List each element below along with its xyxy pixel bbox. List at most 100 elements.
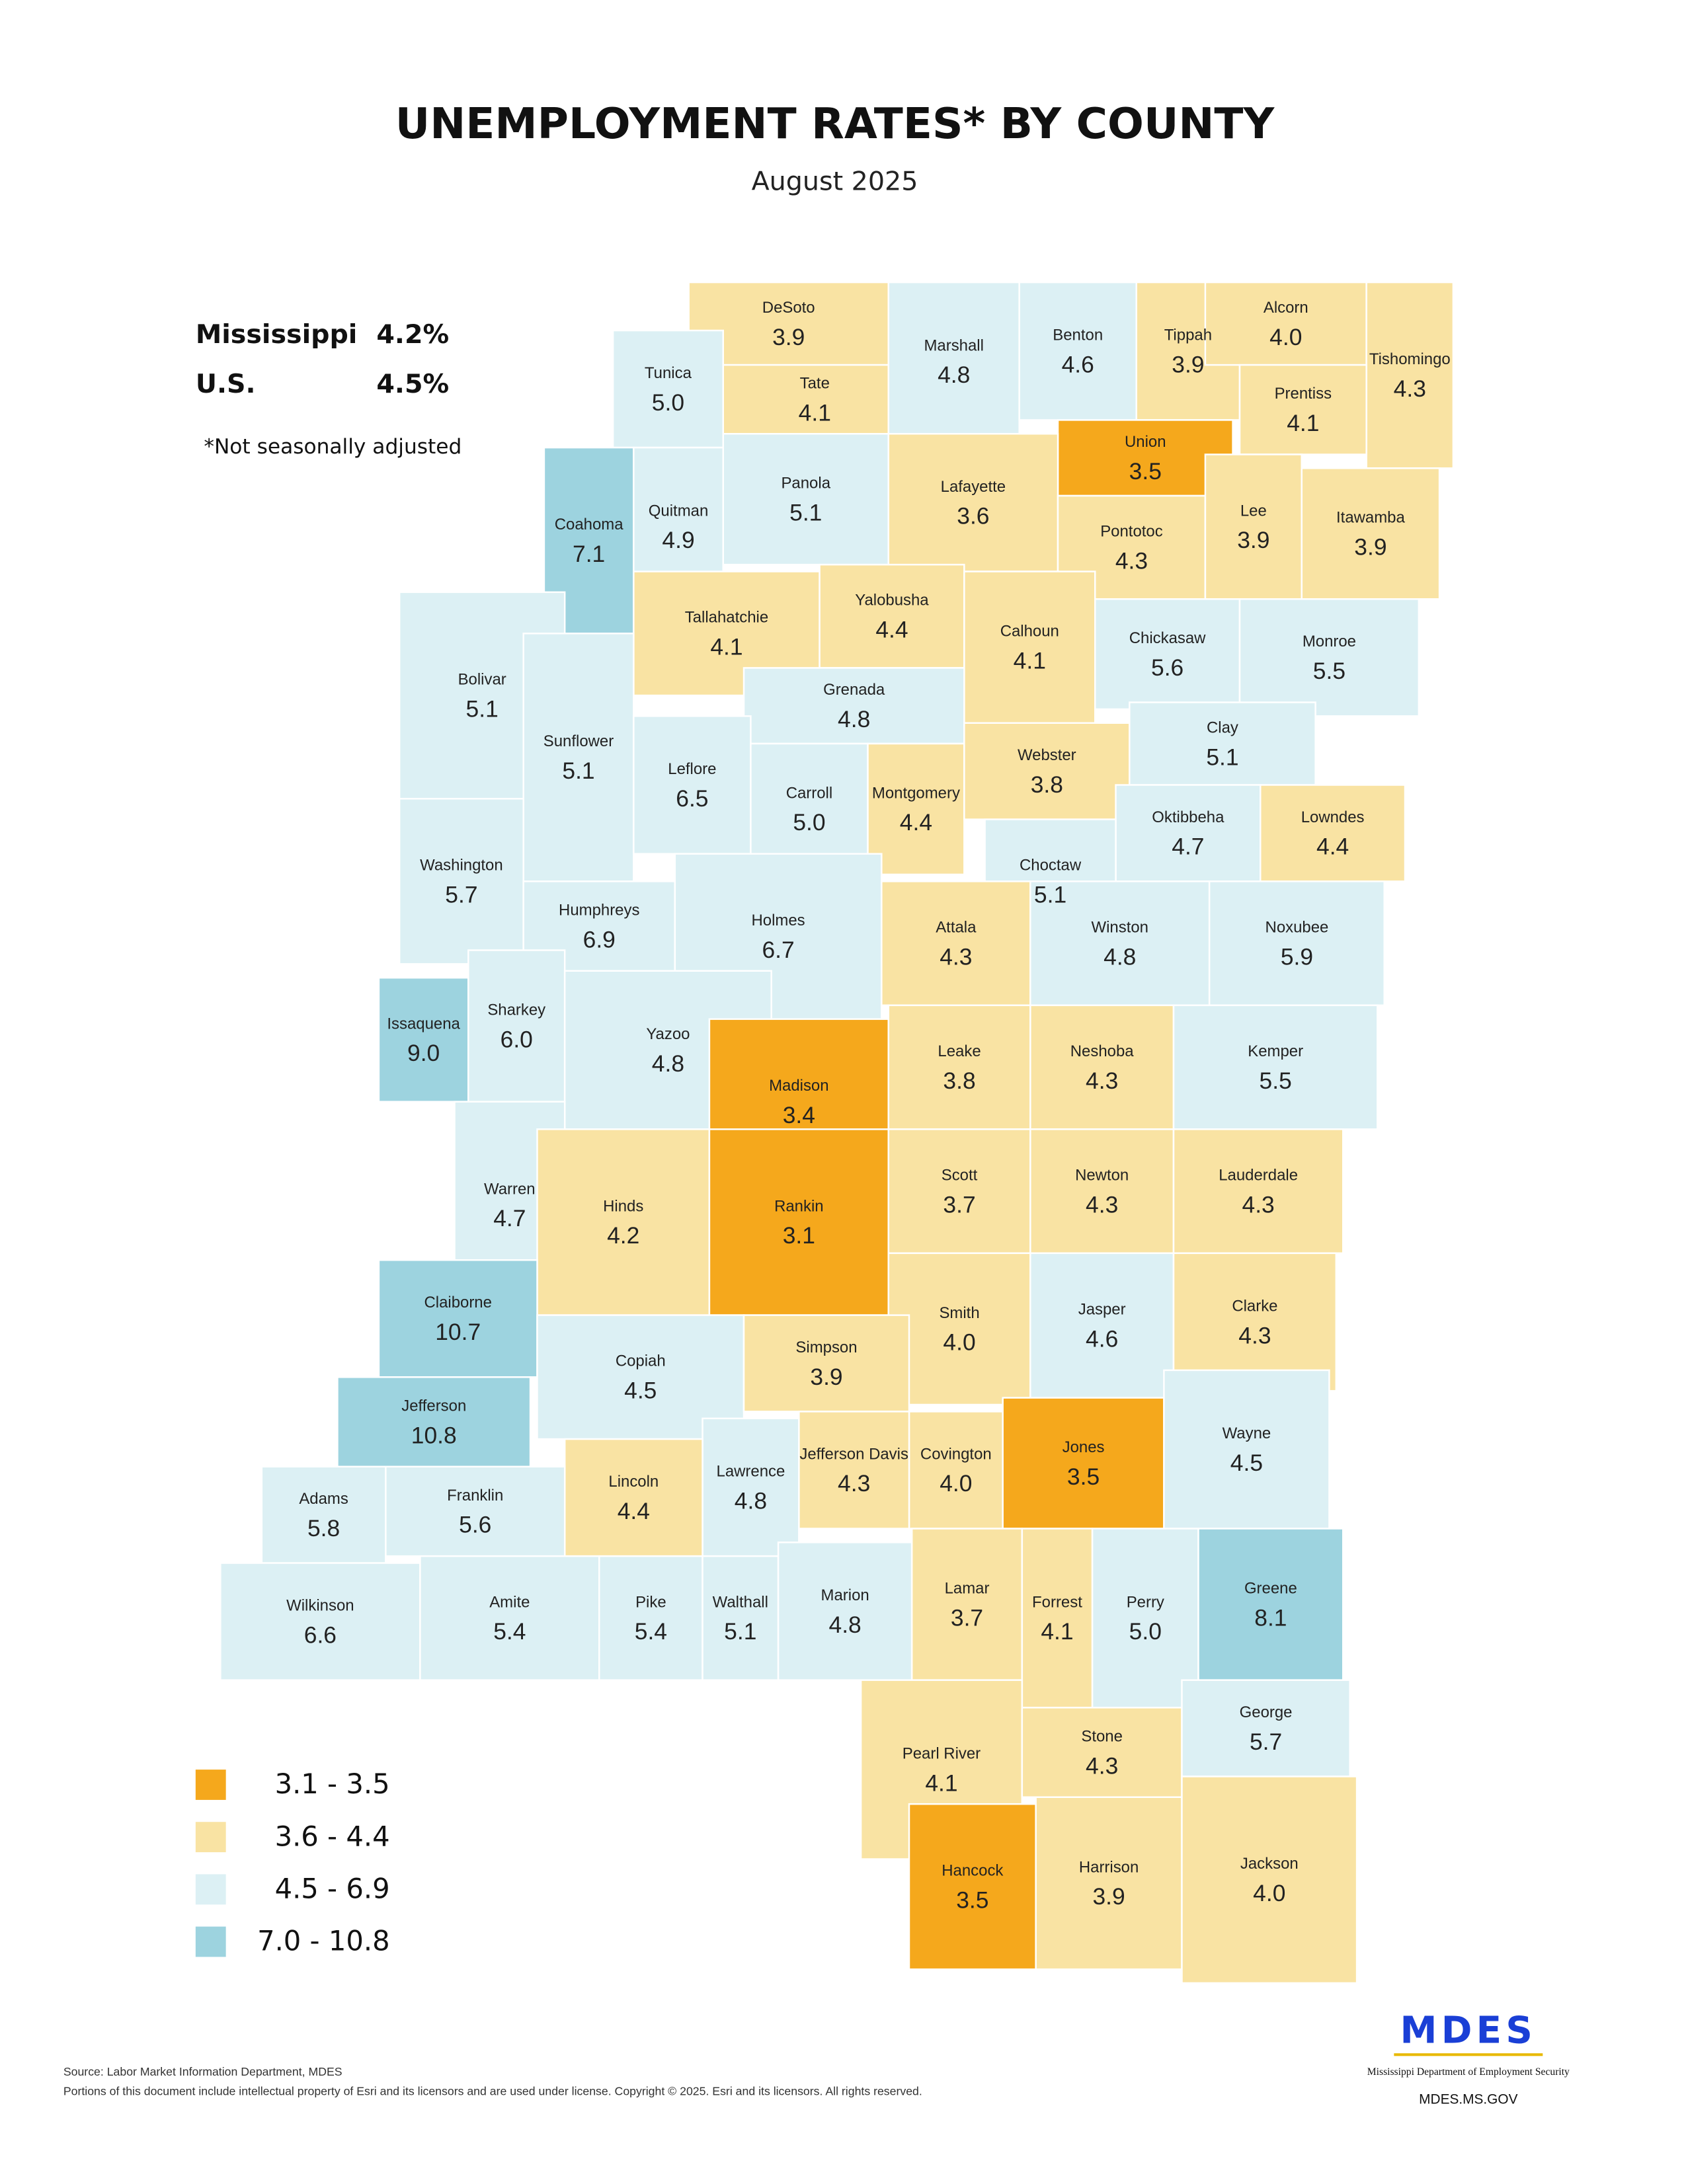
county-rate: 4.7 xyxy=(1172,834,1204,860)
county xyxy=(563,1438,703,1557)
county-rate: 10.8 xyxy=(411,1422,457,1448)
county-rate: 5.5 xyxy=(1260,1068,1292,1094)
legend-label: 3.6 - 4.4 xyxy=(275,1820,390,1852)
county-name: Panola xyxy=(781,475,830,492)
county-rate: 5.0 xyxy=(793,809,825,836)
county xyxy=(1035,1796,1183,1970)
county-rate: 3.9 xyxy=(772,324,805,350)
county-name: Union xyxy=(1125,433,1166,451)
county-name: Forrest xyxy=(1032,1593,1082,1611)
county-name: Montgomery xyxy=(872,784,960,802)
county-rate: 4.0 xyxy=(943,1329,975,1356)
county-rate: 4.3 xyxy=(1394,375,1426,402)
county-name: Marshall xyxy=(924,336,983,354)
county xyxy=(910,1528,1024,1681)
county-rate: 5.6 xyxy=(1151,654,1184,681)
county-rate: 5.6 xyxy=(459,1512,491,1538)
county-name: Clay xyxy=(1207,719,1238,736)
county-rate: 6.6 xyxy=(304,1621,337,1648)
county xyxy=(1029,1252,1175,1399)
logo: MDES xyxy=(1400,2009,1537,2052)
county xyxy=(750,742,869,876)
county-name: Lincoln xyxy=(608,1473,659,1491)
county-rate: 3.5 xyxy=(1067,1463,1100,1490)
county-rate: 4.1 xyxy=(799,399,831,426)
county-name: Amite xyxy=(489,1593,530,1611)
county-rate: 5.1 xyxy=(1034,882,1066,908)
county xyxy=(261,1465,387,1564)
county-rate: 4.3 xyxy=(1238,1322,1271,1348)
county-name: Coahoma xyxy=(555,516,623,533)
county xyxy=(612,329,724,449)
county-rate: 9.0 xyxy=(407,1040,440,1066)
county xyxy=(1018,281,1138,421)
county xyxy=(819,563,965,669)
county xyxy=(1029,1004,1175,1130)
county-rate: 5.1 xyxy=(724,1618,756,1645)
county xyxy=(536,1128,711,1316)
county-name: Kemper xyxy=(1248,1042,1303,1060)
county-name: Lauderdale xyxy=(1219,1166,1298,1184)
county-rate: 4.8 xyxy=(838,706,870,732)
legend-swatch xyxy=(195,1874,226,1905)
county xyxy=(1208,880,1385,1007)
county xyxy=(1021,1707,1183,1799)
agency: Mississippi Department of Employment Sec… xyxy=(1367,2066,1570,2078)
county-rate: 3.9 xyxy=(1354,534,1386,561)
note: *Not seasonally adjusted xyxy=(204,435,462,459)
county-name: Wayne xyxy=(1223,1424,1271,1442)
county-rate: 3.5 xyxy=(1129,458,1162,485)
county-rate: 4.3 xyxy=(1086,1752,1118,1779)
us-name: U.S. xyxy=(196,369,256,399)
county-rate: 3.7 xyxy=(943,1191,975,1218)
county-name: Itawamba xyxy=(1336,509,1405,527)
county-name: Hancock xyxy=(942,1862,1003,1880)
county-rate: 4.8 xyxy=(938,362,970,388)
county xyxy=(220,1562,421,1681)
legend-swatch xyxy=(195,1770,226,1800)
county-name: Holmes xyxy=(752,912,805,929)
county-name: Copiah xyxy=(616,1352,666,1370)
county-layer xyxy=(220,281,1455,1984)
county-rate: 4.8 xyxy=(829,1612,862,1638)
state-rate: 4.2% xyxy=(376,319,449,350)
county-name: Lowndes xyxy=(1301,808,1365,826)
county-rate: 6.7 xyxy=(762,937,794,963)
county-name: Yalobusha xyxy=(855,592,929,609)
legend-swatch xyxy=(195,1926,226,1957)
county-name: Carroll xyxy=(786,784,833,802)
county-name: Claiborne xyxy=(424,1294,491,1311)
county-name: Simpson xyxy=(795,1339,857,1356)
county xyxy=(1129,701,1316,786)
county-rate: 3.9 xyxy=(810,1364,842,1390)
county-rate: 3.7 xyxy=(951,1604,983,1631)
legend-label: 3.1 - 3.5 xyxy=(275,1768,390,1800)
county-name: Sunflower xyxy=(543,732,614,750)
county-name: Attala xyxy=(936,918,977,936)
county-rate: 4.3 xyxy=(1086,1191,1118,1218)
county-rate: 5.7 xyxy=(1250,1729,1282,1755)
county-rate: 3.9 xyxy=(1237,527,1269,553)
county-rate: 5.1 xyxy=(1206,744,1238,770)
county xyxy=(1094,598,1241,711)
county xyxy=(598,1555,703,1681)
county-rate: 3.6 xyxy=(957,503,989,529)
county-name: Leflore xyxy=(668,760,716,778)
county-rate: 4.5 xyxy=(1230,1450,1263,1476)
county-rate: 5.4 xyxy=(493,1618,526,1645)
county-name: Noxubee xyxy=(1265,918,1329,936)
copyright: Portions of this document include intell… xyxy=(63,2084,922,2097)
county-name: Tunica xyxy=(645,364,692,382)
state-name: Mississippi xyxy=(196,319,358,350)
county-name: Franklin xyxy=(447,1487,503,1504)
county xyxy=(722,433,889,566)
county-name: Newton xyxy=(1075,1166,1129,1184)
county-rate: 4.8 xyxy=(1104,943,1136,970)
county xyxy=(398,798,524,965)
county xyxy=(887,281,1020,442)
legend-label: 7.0 - 10.8 xyxy=(257,1925,390,1957)
county-name: Jefferson xyxy=(401,1397,466,1415)
county-rate: 3.8 xyxy=(1031,771,1063,798)
county-rate: 10.7 xyxy=(435,1319,481,1345)
